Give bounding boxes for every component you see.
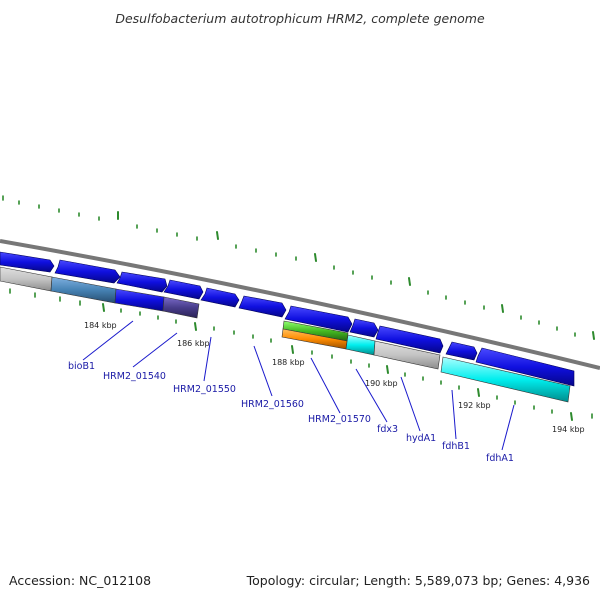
gene-arrow[interactable] <box>445 341 478 361</box>
gene-arrow[interactable] <box>54 259 121 284</box>
gene-block[interactable] <box>345 334 376 356</box>
gene-arrow[interactable] <box>0 251 55 273</box>
kbp-label: 188 kbp <box>272 358 305 367</box>
gene-block[interactable] <box>373 340 441 370</box>
gene-label-HRM2_01570[interactable]: HRM2_01570 <box>308 414 371 425</box>
gene-arrow[interactable] <box>163 279 204 300</box>
kbp-label: 192 kbp <box>458 401 491 410</box>
kbp-label: 186 kbp <box>177 339 210 348</box>
gene-label-HRM2_01540[interactable]: HRM2_01540 <box>103 371 166 382</box>
kbp-label: 194 kbp <box>552 425 585 434</box>
gene-label-fdhB1[interactable]: fdhB1 <box>442 441 470 452</box>
kbp-label: 190 kbp <box>365 379 398 388</box>
inner-tick-ring <box>9 288 593 421</box>
map-title: Desulfobacterium autotrophicum HRM2, com… <box>115 11 485 26</box>
gene-labels: bioB1 HRM2_01540 HRM2_01550 HRM2_01560 H… <box>68 361 514 464</box>
gene-label-HRM2_01560[interactable]: HRM2_01560 <box>241 399 304 410</box>
genome-backbone <box>0 239 600 370</box>
forward-strand-genes <box>0 251 575 387</box>
accession-text: Accession: NC_012108 <box>9 573 151 588</box>
feature-track <box>0 266 571 403</box>
outer-tick-ring <box>2 195 595 340</box>
gene-arrow[interactable] <box>349 318 379 338</box>
gene-label-fdx3[interactable]: fdx3 <box>377 424 398 435</box>
gene-block[interactable] <box>440 356 571 403</box>
label-leader-lines <box>82 320 515 451</box>
kbp-ruler-labels: 184 kbp 186 kbp 188 kbp 190 kbp 192 kbp … <box>84 321 585 434</box>
gene-block[interactable] <box>114 288 165 312</box>
gene-label-fdhA1[interactable]: fdhA1 <box>486 453 514 464</box>
gene-arrow[interactable] <box>116 271 168 293</box>
gene-arrow[interactable] <box>284 305 353 333</box>
gene-arrow[interactable] <box>200 287 240 308</box>
gene-arrow[interactable] <box>475 347 575 387</box>
kbp-label: 184 kbp <box>84 321 117 330</box>
gene-arrow[interactable] <box>375 325 444 354</box>
gene-label-hydA1[interactable]: hydA1 <box>406 433 436 444</box>
gene-label-HRM2_01550[interactable]: HRM2_01550 <box>173 384 236 395</box>
genome-summary-text: Topology: circular; Length: 5,589,073 bp… <box>246 573 590 588</box>
gene-label-bioB1[interactable]: bioB1 <box>68 361 95 372</box>
gene-arrow[interactable] <box>238 295 287 318</box>
gene-block[interactable] <box>162 296 200 319</box>
